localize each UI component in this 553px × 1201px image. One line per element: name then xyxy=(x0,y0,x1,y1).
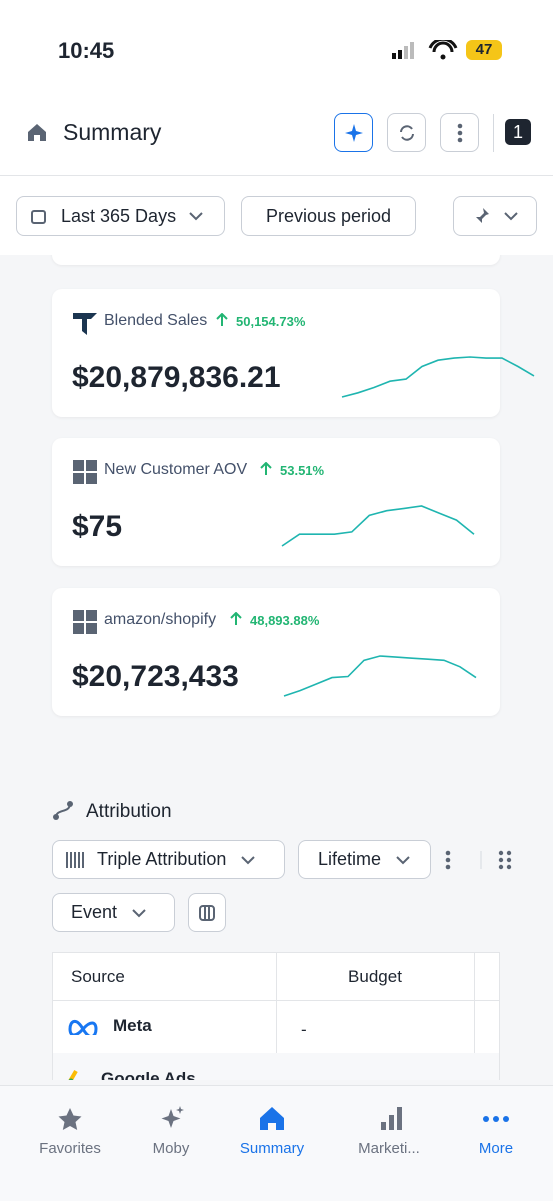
section-title: Attribution xyxy=(86,801,172,822)
badge[interactable]: 1 xyxy=(505,119,531,145)
column-header: Budget xyxy=(348,966,402,986)
tab-label[interactable]: More xyxy=(478,1140,514,1157)
partial-card xyxy=(52,255,500,265)
date-filter[interactable]: Last 365 Days xyxy=(16,196,225,236)
tab-label[interactable]: Favorites xyxy=(39,1140,101,1157)
refresh-button[interactable] xyxy=(387,113,426,152)
trend-line xyxy=(341,356,535,398)
sparkline xyxy=(341,356,535,398)
arrow xyxy=(230,612,242,625)
metric-change: 50,154.73% xyxy=(236,314,306,329)
column-header: Source xyxy=(71,966,125,986)
metric-card[interactable]: Blended Sales 50,154.73% $20,879,836.21 xyxy=(52,289,535,417)
date-range: Last 365 Days xyxy=(61,205,177,226)
metric-value: $20,879,836.21 xyxy=(72,361,281,394)
pin-button[interactable] xyxy=(453,196,537,236)
arrow xyxy=(216,313,228,326)
source: Meta xyxy=(113,1016,152,1035)
metric-change: 48,893.88% xyxy=(250,613,320,628)
model-select[interactable]: Triple Attribution xyxy=(52,840,285,879)
meta-logo xyxy=(68,1020,98,1035)
metric-icon xyxy=(73,610,97,634)
metric-label: amazon/shopify xyxy=(104,611,217,628)
icon-shape xyxy=(73,460,97,484)
tab-icons xyxy=(58,1106,509,1130)
sparkline xyxy=(281,505,475,547)
metric-value: $75 xyxy=(72,510,123,543)
sparkline xyxy=(283,655,477,697)
page-title: Summary xyxy=(63,119,162,145)
model: Triple Attribution xyxy=(97,849,227,869)
type-select[interactable]: Event xyxy=(52,893,175,932)
google-ads-logo xyxy=(68,1069,78,1080)
source: Google Ads xyxy=(101,1069,196,1080)
tab-label[interactable]: Marketi... xyxy=(358,1140,420,1157)
metric-icon xyxy=(73,460,97,484)
table: Source Budget Meta - Google Ads xyxy=(52,952,500,1080)
columns-button[interactable] xyxy=(188,893,226,932)
col-divider xyxy=(474,953,475,1080)
home-icon[interactable] xyxy=(26,121,48,143)
tab-label[interactable]: Summary xyxy=(239,1140,305,1157)
window-select[interactable]: Lifetime xyxy=(298,840,431,879)
icon-shape xyxy=(73,610,97,634)
up-arrow xyxy=(216,313,228,326)
metric-label: Blended Sales xyxy=(104,312,208,329)
icon-shape xyxy=(73,313,97,335)
metric-change: 53.51% xyxy=(280,463,325,478)
attribution-icon xyxy=(53,801,73,820)
window: Lifetime xyxy=(318,849,382,869)
status-icons xyxy=(392,40,458,60)
budget: - xyxy=(301,1020,307,1039)
battery: 47 xyxy=(466,40,502,60)
up-arrow xyxy=(260,462,272,475)
comparison: Previous period xyxy=(265,205,392,226)
metric-value: $20,723,433 xyxy=(72,660,239,693)
status-time: 10:45 xyxy=(58,38,115,63)
compare-filter[interactable]: Previous period xyxy=(241,196,416,236)
trend-line xyxy=(283,655,477,697)
metric-card[interactable]: amazon/shopify 48,893.88% $20,723,433 xyxy=(52,588,500,716)
divider xyxy=(493,114,494,152)
type: Event xyxy=(71,902,118,922)
header-border xyxy=(0,175,553,176)
col-divider xyxy=(276,953,277,1080)
up-arrow xyxy=(230,612,242,625)
metric-card[interactable]: New Customer AOV 53.51% $75 xyxy=(52,438,500,566)
metric-icon xyxy=(73,313,97,335)
tab-bar xyxy=(0,1085,553,1201)
tab-label[interactable]: Moby xyxy=(152,1140,190,1157)
row-bg xyxy=(53,1053,499,1080)
menu-button[interactable] xyxy=(440,113,479,152)
moby-button[interactable] xyxy=(334,113,373,152)
arrow xyxy=(260,462,272,475)
trend-line xyxy=(281,505,475,547)
metric-label: New Customer AOV xyxy=(104,461,248,478)
table-options[interactable] xyxy=(444,849,514,871)
